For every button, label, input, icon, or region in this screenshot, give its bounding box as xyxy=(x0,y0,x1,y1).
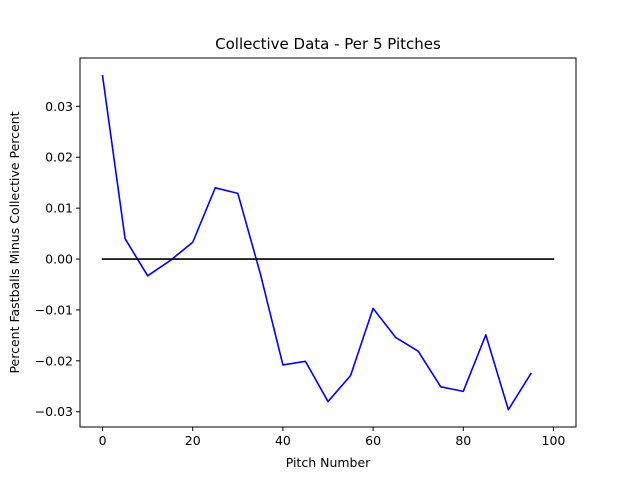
plot-frame xyxy=(79,57,577,428)
x-tick-label: 0 xyxy=(99,433,107,448)
y-tick-label: 0.03 xyxy=(45,99,73,114)
y-tick-label: 0.02 xyxy=(45,150,73,165)
y-tick-label: 0.01 xyxy=(45,201,73,216)
x-tick-label: 40 xyxy=(275,433,291,448)
x-tick-label: 80 xyxy=(455,433,471,448)
x-tick-label: 20 xyxy=(185,433,201,448)
y-tick-label: 0.00 xyxy=(45,252,73,267)
fastball-diff-line xyxy=(101,74,533,411)
series-layer xyxy=(101,74,555,411)
axes-layer: 0 20 40 60 80 100 −0.03 −0.02 −0.01 0.00 0.01 0.02 0… xyxy=(35,99,566,448)
x-axis-label: Pitch Number xyxy=(286,455,371,470)
x-tick-label: 100 xyxy=(542,433,566,448)
y-tick-label: −0.03 xyxy=(35,404,73,419)
chart-title: Collective Data - Per 5 Pitches xyxy=(215,35,441,53)
y-axis-label: Percent Fastballs Minus Collective Perce… xyxy=(7,111,22,373)
x-tick-label: 60 xyxy=(365,433,381,448)
y-tick-label: −0.01 xyxy=(35,302,73,317)
y-tick-label: −0.02 xyxy=(35,353,73,368)
